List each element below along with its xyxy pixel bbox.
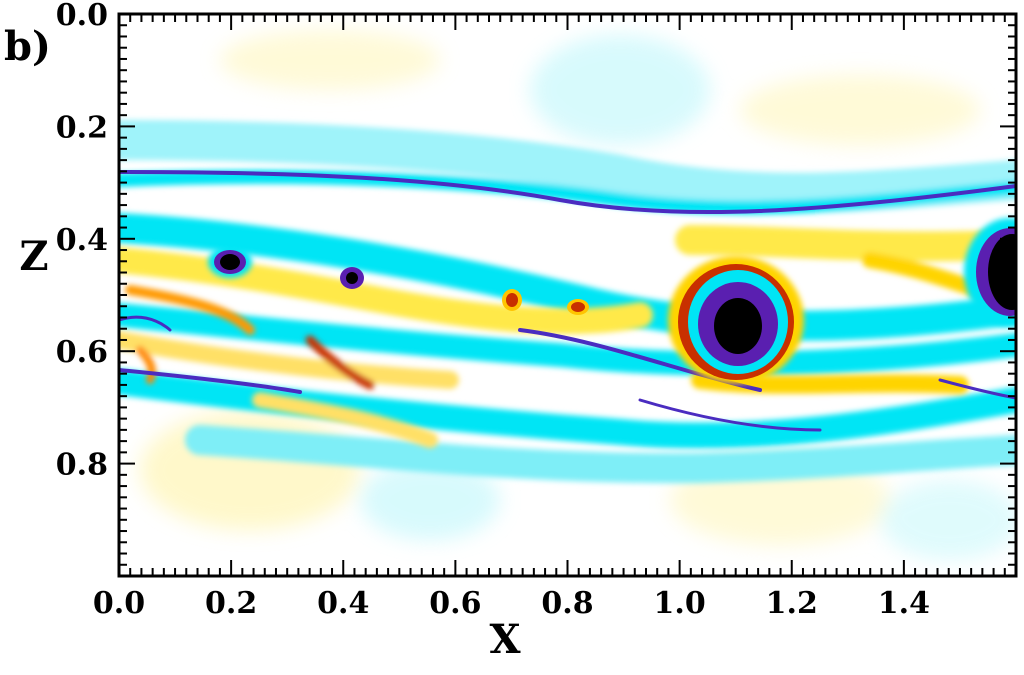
x-tick-label: 0.8	[541, 586, 593, 621]
z-tick-label: 0.2	[56, 110, 108, 145]
x-tick-label: 0.4	[317, 586, 369, 621]
vortex-core-0-82	[567, 299, 589, 315]
vorticity-field	[119, 14, 1016, 576]
axis-ticks	[118, 13, 1017, 577]
vortex-core-0-2	[208, 246, 252, 278]
y-axis-label: Z	[19, 233, 48, 280]
tick-labels: 0.0 0.2 0.4 0.6 0.8 1.0 1.2 1.4 0.0 0.2 0.4 0.6 0.8	[56, 0, 930, 621]
x-tick-label: 1.2	[766, 586, 818, 621]
vortex-core-1-58	[964, 218, 1016, 326]
z-tick-label: 0.6	[56, 335, 108, 370]
vortex-core-0-7	[502, 289, 522, 311]
x-tick-label: 0.2	[205, 586, 257, 621]
panel-label: b)	[4, 23, 51, 70]
vortex-core-0-42	[340, 267, 364, 289]
z-tick-label: 0.4	[56, 223, 108, 258]
vortex-core-1-1	[668, 256, 804, 384]
x-tick-label: 0.6	[429, 586, 481, 621]
x-axis-label: X	[489, 616, 520, 663]
z-tick-label: 0.8	[56, 448, 108, 483]
x-tick-label: 1.0	[654, 586, 706, 621]
x-tick-label: 1.4	[878, 586, 930, 621]
z-tick-label: 0.0	[56, 0, 108, 33]
x-tick-label: 0.0	[93, 586, 145, 621]
vortex-cores	[208, 218, 1016, 384]
